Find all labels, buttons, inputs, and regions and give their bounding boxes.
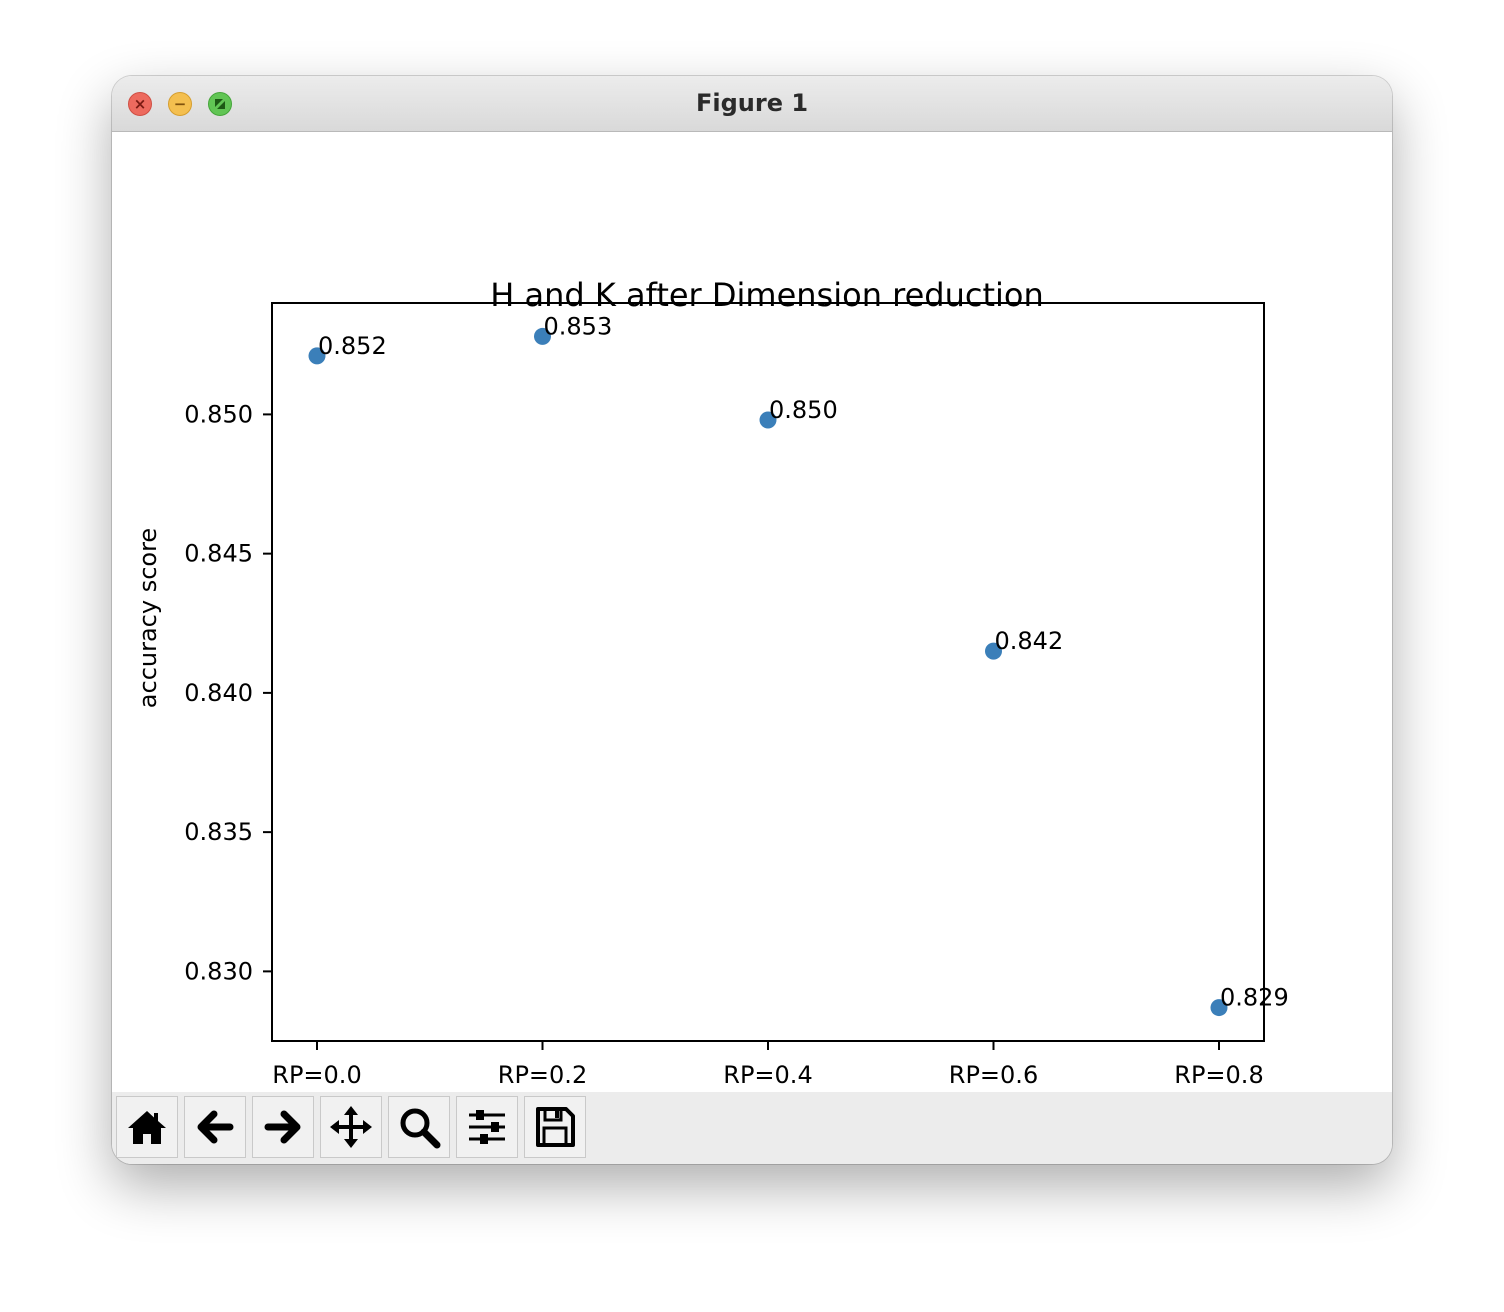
data-label: 0.842 (995, 627, 1064, 655)
zoom-icon (400, 1108, 441, 1149)
configure-subplots-button[interactable] (456, 1096, 518, 1158)
scatter-chart: H and K after Dimension reduction accura… (134, 276, 1289, 1089)
data-point (1210, 999, 1228, 1017)
title-bar[interactable]: × − Figure 1 (112, 76, 1392, 132)
home-icon (128, 1111, 166, 1144)
y-tick-label: 0.840 (184, 679, 253, 707)
chart-title: H and K after Dimension reduction (490, 276, 1044, 314)
data-point (759, 411, 777, 429)
minimize-icon: − (173, 94, 187, 113)
zoom-button[interactable] (388, 1096, 450, 1158)
sliders-icon (469, 1110, 505, 1144)
x-tick-label: RP=0.2 (498, 1061, 587, 1089)
move-icon (330, 1106, 372, 1148)
chart-marks: 0.830 0.835 0.840 0.845 0.850 RP=0.0 RP=0.2 RP=… (184, 312, 1288, 1089)
back-button[interactable] (184, 1096, 246, 1158)
minimize-button[interactable]: − (168, 92, 192, 116)
save-icon (536, 1107, 575, 1147)
maximize-button[interactable] (208, 92, 232, 116)
y-tick-label: 0.830 (184, 957, 253, 985)
close-button[interactable]: × (128, 92, 152, 116)
home-button[interactable] (116, 1096, 178, 1158)
window-title: Figure 1 (695, 89, 809, 117)
data-point (308, 347, 326, 365)
y-tick-label: 0.850 (184, 400, 253, 428)
x-tick-label: RP=0.0 (272, 1061, 361, 1089)
y-tick-label: 0.845 (184, 540, 253, 568)
arrow-left-icon (197, 1110, 234, 1144)
x-tick-label: RP=0.6 (949, 1061, 1038, 1089)
x-tick-label: RP=0.8 (1174, 1061, 1263, 1089)
data-label: 0.853 (544, 312, 613, 340)
navigation-toolbar (112, 1092, 1392, 1164)
close-icon: × (133, 94, 147, 113)
arrow-right-icon (264, 1110, 301, 1144)
data-point (534, 327, 551, 345)
data-label: 0.829 (1220, 984, 1289, 1012)
save-button[interactable] (524, 1096, 586, 1158)
data-label: 0.850 (769, 396, 838, 424)
data-label: 0.852 (318, 332, 387, 360)
fullscreen-icon (215, 99, 225, 109)
x-tick-label: RP=0.4 (723, 1061, 812, 1089)
forward-button[interactable] (252, 1096, 314, 1158)
y-tick-label: 0.835 (184, 818, 253, 846)
data-point (985, 642, 1002, 660)
y-axis-label: accuracy score (134, 528, 162, 708)
pan-button[interactable] (320, 1096, 382, 1158)
figure-window: × − Figure 1 H and K after Dimension red… (112, 76, 1392, 1164)
figure-canvas: H and K after Dimension reduction accura… (112, 132, 1392, 1092)
plot-area-frame (271, 302, 1265, 1042)
